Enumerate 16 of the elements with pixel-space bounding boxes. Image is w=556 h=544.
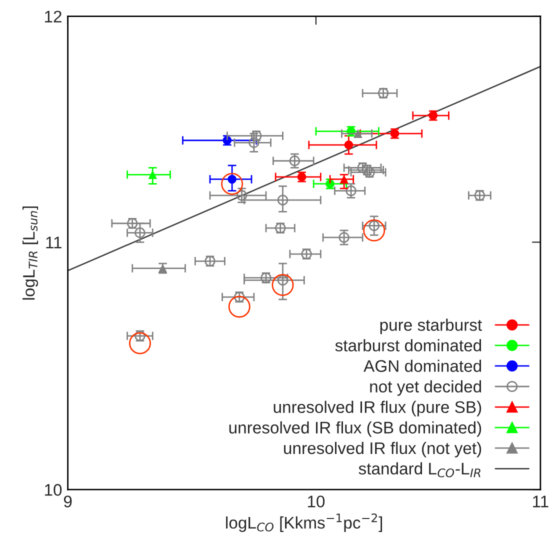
x-axis-title: logL$_{CO}$ [Kkms$^{−1}$pc$^{−2}$] <box>226 513 382 532</box>
x-tick-label: 11 <box>533 496 548 508</box>
y-tick-label: 10 <box>45 484 62 496</box>
legend-label: not yet decided <box>370 380 482 396</box>
legend-label: unresolved IR flux (pure SB) <box>274 400 482 416</box>
y-tick-label: 11 <box>46 236 62 248</box>
legend-label: starburst dominated <box>335 339 482 352</box>
legend-label: standard L$_{CO}$-L$_{IR}$ <box>358 462 480 478</box>
x-tick-label: 9 <box>64 496 72 508</box>
legend-label: unresolved IR flux (SB dominated) <box>229 421 482 437</box>
legend-label: unresolved IR flux (not yet) <box>284 442 482 458</box>
x-tick-label: 10 <box>308 496 325 508</box>
y-tick-label: 12 <box>45 10 62 22</box>
legend-label: pure starburst <box>380 318 482 334</box>
y-axis-title: logL$_{TIR}$ [L$_{sun}$] <box>22 206 38 300</box>
legend-label: AGN dominated <box>364 360 482 372</box>
